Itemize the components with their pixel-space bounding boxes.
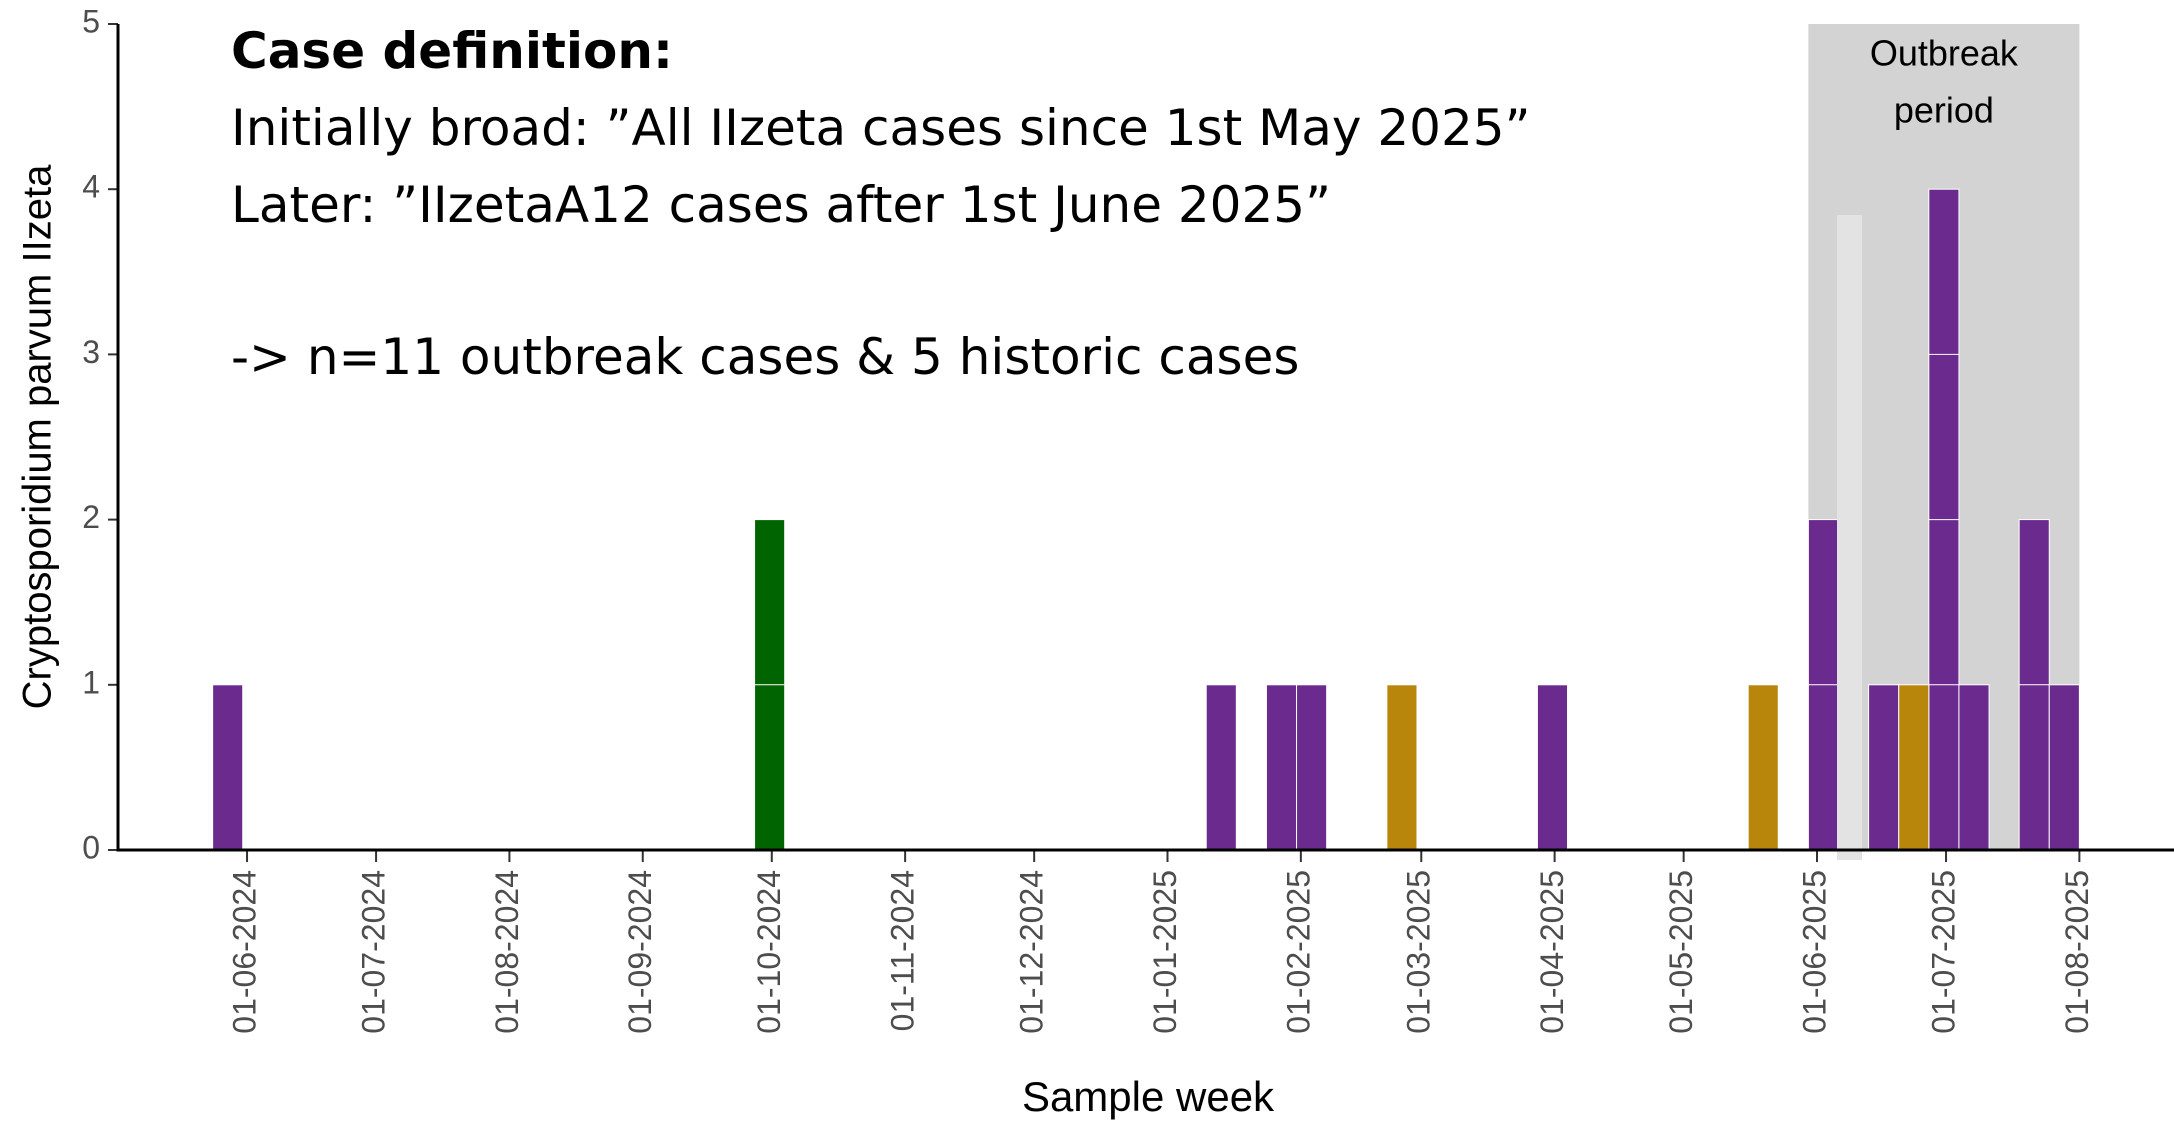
x-tick-label: 01-11-2024 [885, 870, 921, 1031]
x-tick-label: 01-08-2025 [2059, 870, 2095, 1034]
x-tick-label: 01-08-2024 [489, 870, 525, 1034]
annotation-line: Later: ”IIzetaA12 cases after 1st June 2… [231, 176, 1331, 234]
bar [1747, 684, 1779, 851]
x-tick-label: 01-10-2024 [751, 870, 787, 1034]
annotation-line: Initially broad: ”All IIzeta cases since… [231, 99, 1531, 157]
marks-layer [212, 188, 2080, 851]
x-tick-label: 01-04-2025 [1534, 870, 1570, 1034]
annotation-line: -> n=11 outbreak cases & 5 historic case… [231, 328, 1299, 386]
bar [1205, 684, 1237, 851]
bar [1868, 684, 1900, 851]
x-tick-label: 01-09-2024 [622, 870, 658, 1034]
axes-layer: 0 1 2 3 4 5 01-06-2024 01-07-2024 01-08-2024 01-0… [82, 3, 2174, 1034]
overlay-block [1837, 215, 1862, 860]
y-tick-label: 2 [82, 499, 100, 535]
bar [1958, 684, 1990, 851]
x-tick-label: 01-07-2024 [356, 870, 392, 1034]
x-tick-label: 01-06-2024 [226, 870, 262, 1034]
bar [2048, 684, 2080, 851]
x-axis-label: Sample week [1022, 1073, 1275, 1120]
x-tick-label: 01-06-2025 [1796, 870, 1832, 1034]
y-axis-label: Cryptosporidium parvum IIzeta [16, 164, 60, 709]
y-tick-label: 4 [82, 169, 100, 205]
y-tick-label: 3 [82, 334, 100, 370]
x-tick-label: 01-02-2025 [1280, 870, 1316, 1034]
bar [1296, 684, 1328, 851]
bar [1898, 684, 1930, 851]
y-tick-label: 0 [82, 829, 100, 865]
x-tick-label: 01-12-2024 [1014, 870, 1050, 1034]
annotation-heading: Case definition: [231, 22, 673, 80]
outbreak-label: Outbreak [1870, 33, 2019, 74]
bar [1386, 684, 1418, 851]
bar [1536, 684, 1569, 851]
x-tick-label: 01-03-2025 [1401, 870, 1437, 1034]
x-tick-label: 01-05-2025 [1663, 870, 1699, 1034]
x-tick-label: 01-07-2025 [1925, 870, 1961, 1034]
bar [1265, 684, 1298, 851]
x-tick-label: 01-01-2025 [1147, 870, 1183, 1034]
y-tick-label: 5 [82, 3, 100, 39]
bar [212, 684, 244, 851]
y-tick-label: 1 [82, 664, 100, 700]
outbreak-label: period [1894, 90, 1994, 131]
